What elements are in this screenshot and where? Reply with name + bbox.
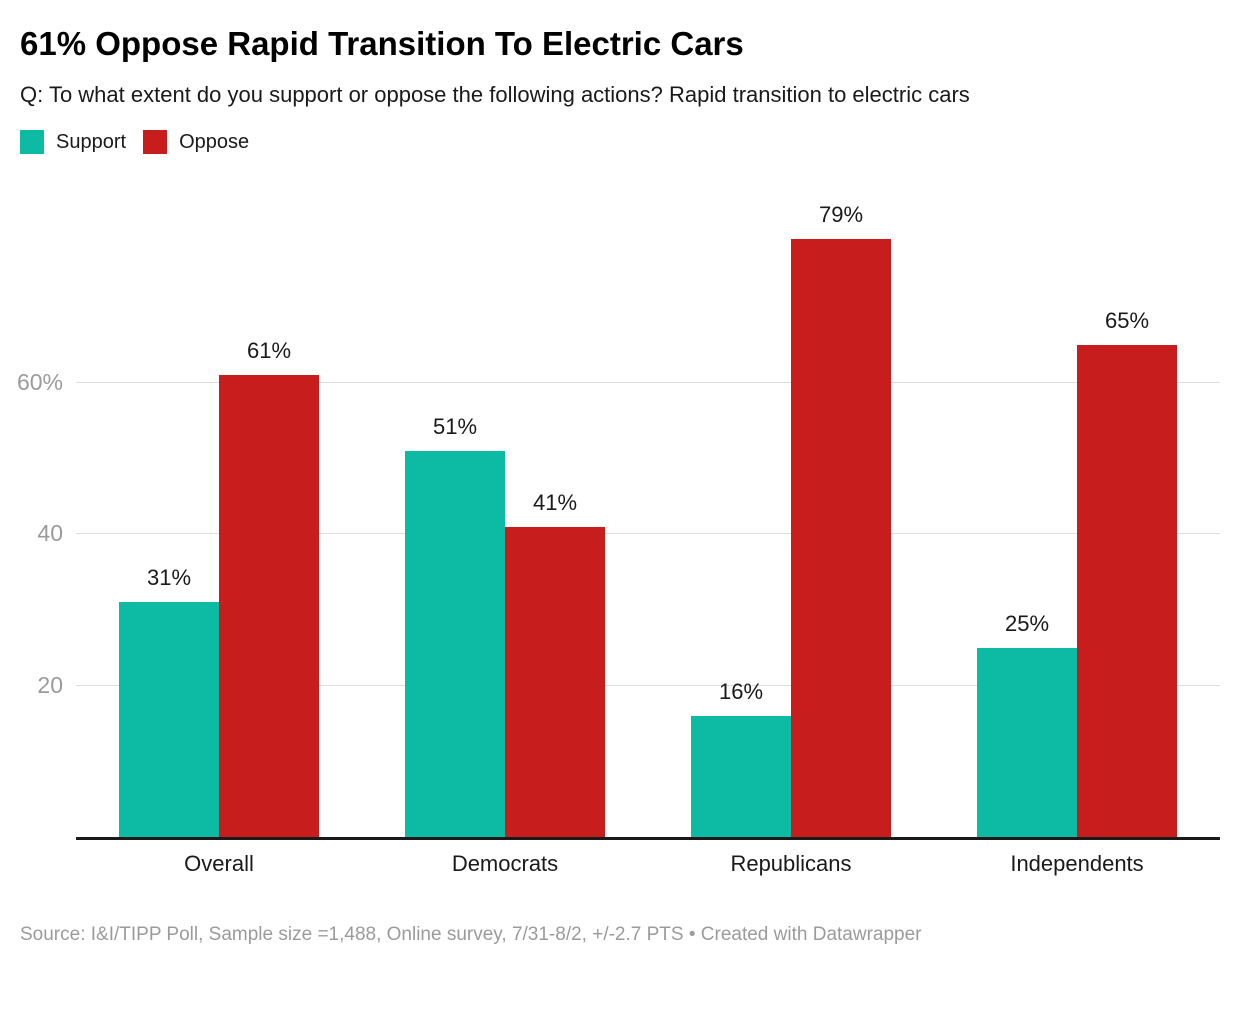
bar-group-democrats: 51% 41% bbox=[362, 178, 648, 838]
bar-value-label: 65% bbox=[1104, 307, 1150, 333]
x-axis-label-overall: Overall bbox=[184, 851, 254, 877]
x-axis-labels: Overall Democrats Republicans Independents bbox=[76, 843, 1220, 885]
chart-subtitle: Q: To what extent do you support or oppo… bbox=[20, 81, 970, 107]
legend-item-oppose: Oppose bbox=[143, 130, 250, 155]
chart-title: 61% Oppose Rapid Transition To Electric … bbox=[20, 25, 744, 62]
bar-value-label: 41% bbox=[532, 489, 578, 515]
bar-group-overall: 31% 61% bbox=[76, 178, 362, 838]
plot-area: 60% 40 20 31% 61% 51% 41% 16% 79% 25% 65% bbox=[17, 178, 1220, 841]
legend-label: Oppose bbox=[179, 130, 250, 153]
bar-overall-support[interactable]: 31% bbox=[119, 565, 219, 838]
gridline-20: 20 bbox=[37, 673, 1220, 696]
gridline-60: 60% bbox=[17, 370, 1220, 393]
bar-value-label: 51% bbox=[432, 413, 478, 439]
bar-republicans-support[interactable]: 16% bbox=[691, 679, 791, 838]
legend-label: Support bbox=[56, 130, 127, 153]
x-axis-label-independents: Independents bbox=[1010, 851, 1144, 877]
source-line: Source: I&I/TIPP Poll, Sample size =1,48… bbox=[20, 924, 922, 946]
legend-swatch-oppose bbox=[143, 130, 168, 155]
bar-overall-oppose[interactable]: 61% bbox=[219, 338, 319, 838]
bar-republicans-oppose[interactable]: 79% bbox=[791, 202, 891, 838]
bar-value-label: 16% bbox=[718, 678, 764, 704]
bar-democrats-oppose[interactable]: 41% bbox=[505, 490, 605, 838]
bar-value-label: 25% bbox=[1004, 610, 1050, 636]
bar-democrats-support[interactable]: 51% bbox=[405, 414, 505, 838]
bar-group-independents: 25% 65% bbox=[934, 178, 1220, 838]
legend: Support Oppose bbox=[20, 130, 1220, 155]
x-axis-label-democrats: Democrats bbox=[451, 851, 559, 877]
bar-chart: 60% 40 20 31% 61% 51% 41% 16% 79% 25% 65% Overall… bbox=[17, 178, 1220, 885]
bar-independents-support[interactable]: 25% bbox=[977, 611, 1077, 838]
bar-independents-oppose[interactable]: 65% bbox=[1077, 308, 1177, 838]
bar-groups: 31% 61% 51% 41% 16% 79% 25% 65% bbox=[76, 178, 1220, 838]
x-axis-label-republicans: Republicans bbox=[730, 851, 852, 877]
bar-value-label: 61% bbox=[246, 338, 292, 364]
gridline-40: 40 bbox=[37, 522, 1220, 545]
bar-value-label: 31% bbox=[146, 565, 192, 591]
legend-swatch-support bbox=[20, 130, 44, 155]
legend-item-support: Support bbox=[20, 130, 127, 155]
bar-group-republicans: 16% 79% bbox=[648, 178, 934, 838]
bar-value-label: 79% bbox=[818, 201, 864, 227]
